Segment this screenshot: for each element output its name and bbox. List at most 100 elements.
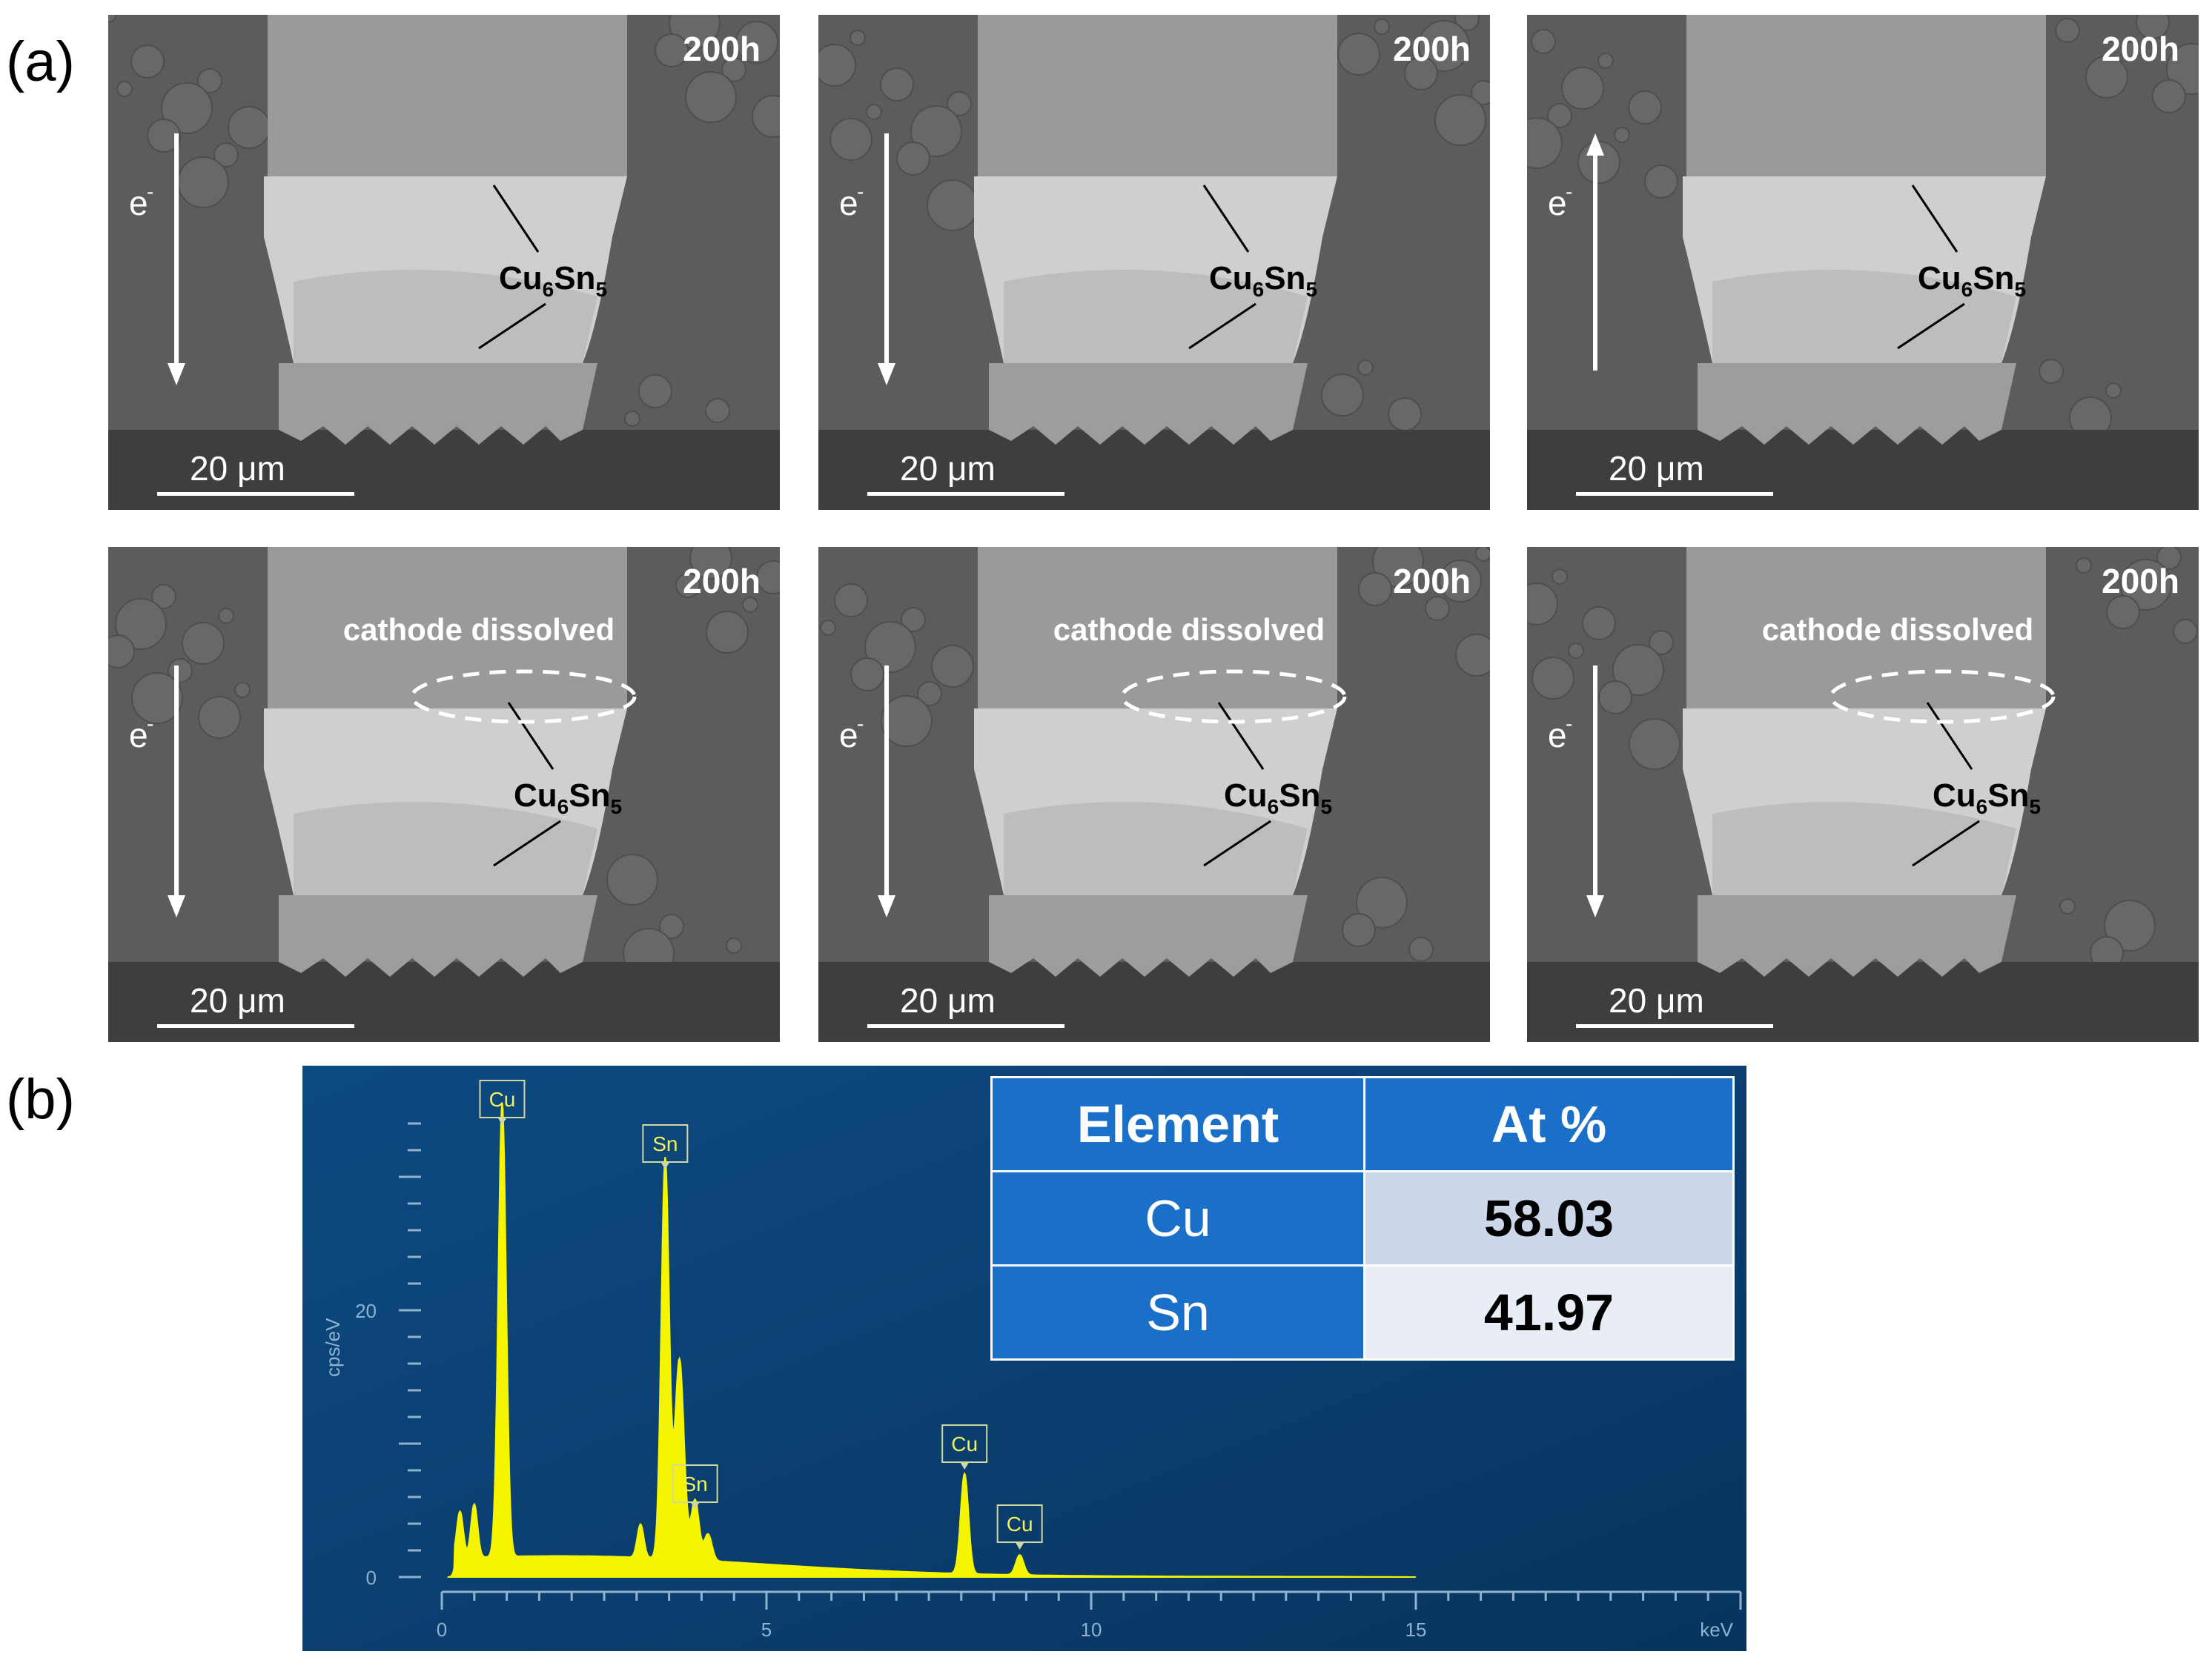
filler-particle <box>198 696 241 739</box>
phase-label: Cu6Sn5 <box>514 777 622 818</box>
aging-time-label: 200h <box>2102 562 2179 600</box>
filler-particle <box>182 622 225 665</box>
filler-particle <box>685 71 737 123</box>
imc-layer <box>294 802 597 895</box>
arrow-head-icon <box>878 363 895 385</box>
dissolution-marker <box>410 669 637 724</box>
imc-layer <box>1712 802 2016 895</box>
peak-pointer <box>960 1462 970 1470</box>
dissolution-marker <box>1120 669 1347 724</box>
top-cu-pillar <box>268 15 627 176</box>
cathode-dissolved-label: cathode dissolved <box>1762 612 2033 647</box>
peak-label-text: Cu <box>489 1088 516 1111</box>
filler-particle <box>2076 557 2092 574</box>
phase-label: Cu6Sn5 <box>499 260 607 301</box>
eds-x-tick-label: 0 <box>437 1619 447 1641</box>
sem-image-3: 200h 20 μm e - Cu6Sn5 <box>1527 15 2199 510</box>
scale-bar <box>867 492 1064 496</box>
top-cu-pillar <box>1686 15 2046 176</box>
electron-label: e <box>129 184 148 222</box>
filler-particle <box>931 645 974 688</box>
filler-particle <box>1628 90 1662 125</box>
filler-particle <box>850 30 866 46</box>
sem-image-4: 200h 20 μm e - Cu6Sn5 cathode dissolved <box>108 547 780 1042</box>
filler-particle <box>228 106 271 149</box>
filler-particle <box>2059 898 2076 915</box>
filler-particle <box>1614 127 1630 143</box>
panel-a-label: (a) <box>6 30 75 93</box>
pointer-arrow <box>1912 820 1980 867</box>
peak-label-text: Sn <box>652 1132 678 1155</box>
filler-particle <box>606 854 658 906</box>
filler-particle <box>901 607 926 632</box>
bottom-cu-pad <box>279 363 597 445</box>
filler-particle <box>108 634 135 668</box>
filler-particle <box>742 597 758 613</box>
arrow-head-icon <box>168 895 185 917</box>
scale-bar-label: 20 μm <box>900 449 996 488</box>
filler-particle <box>1598 680 1632 714</box>
filler-particle <box>1342 913 1376 947</box>
filler-particle <box>1434 94 1486 146</box>
filler-particle <box>108 15 116 23</box>
filler-particle <box>2055 18 2080 43</box>
table-header-element: Element <box>990 1076 1365 1172</box>
filler-particle <box>689 547 732 580</box>
filler-particle <box>866 104 882 120</box>
pointer-arrow <box>1188 302 1256 350</box>
filler-particle <box>177 156 229 208</box>
filler-particle <box>1568 643 1584 659</box>
sem-image-5: 200h 20 μm e - Cu6Sn5 cathode dissolved <box>818 547 1490 1042</box>
filler-particle <box>820 620 836 636</box>
filler-particle <box>1612 644 1664 696</box>
filler-particle <box>213 142 239 167</box>
aging-time-label: 200h <box>683 562 761 600</box>
scale-bar <box>867 1024 1064 1028</box>
filler-particle <box>2106 595 2140 629</box>
filler-particle <box>910 105 962 157</box>
pointer-arrow <box>492 185 540 253</box>
filler-particle <box>1644 165 1678 199</box>
arrow-head-icon <box>878 895 895 917</box>
filler-particle <box>705 398 730 423</box>
filler-particle <box>927 179 978 231</box>
peak-label-sn: Sn <box>642 1124 689 1169</box>
arrow-head-icon <box>168 363 185 385</box>
peak-label-text: Cu <box>1007 1513 1033 1536</box>
filler-particle <box>947 91 972 116</box>
phase-label: Cu6Sn5 <box>1933 777 2041 818</box>
filler-particle <box>1356 877 1408 929</box>
scale-bar-label: 20 μm <box>900 981 996 1020</box>
bottom-cu-pad <box>1698 363 2016 445</box>
pointer-arrow <box>1202 185 1250 253</box>
scale-bar <box>1576 492 1773 496</box>
filler-particle <box>1531 29 1556 54</box>
filler-particle <box>756 560 780 594</box>
pointer-arrow <box>1203 820 1271 867</box>
bottom-cu-pad <box>1698 895 2016 977</box>
filler-particle <box>2085 56 2128 99</box>
pointer-arrow <box>507 702 554 770</box>
filler-particle <box>1629 718 1680 770</box>
filler-particle <box>2039 359 2064 384</box>
table-cell-element: Cu <box>990 1170 1365 1267</box>
filler-particle <box>1527 582 1558 625</box>
filler-particle <box>131 672 183 724</box>
sem-image-6: 200h 20 μm e - Cu6Sn5 cathode dissolved <box>1527 547 2199 1042</box>
filler-particle <box>2156 547 2182 570</box>
filler-particle <box>1455 634 1490 677</box>
filler-particle <box>1582 606 1616 640</box>
filler-particle <box>2152 79 2186 113</box>
substrate <box>818 430 1490 510</box>
table-cell-element: Sn <box>990 1264 1365 1361</box>
peak-label-text: Cu <box>951 1433 978 1455</box>
filler-particle <box>638 374 672 408</box>
cathode-dissolved-label: cathode dissolved <box>1053 612 1325 647</box>
filler-particle <box>850 657 884 691</box>
filler-particle <box>1358 572 1392 606</box>
eds-y-tick-label: 20 <box>355 1300 377 1322</box>
panel-b-label: (b) <box>6 1068 75 1131</box>
filler-particle <box>864 621 916 673</box>
filler-particle <box>2104 900 2156 952</box>
electron-label: e <box>839 184 858 222</box>
